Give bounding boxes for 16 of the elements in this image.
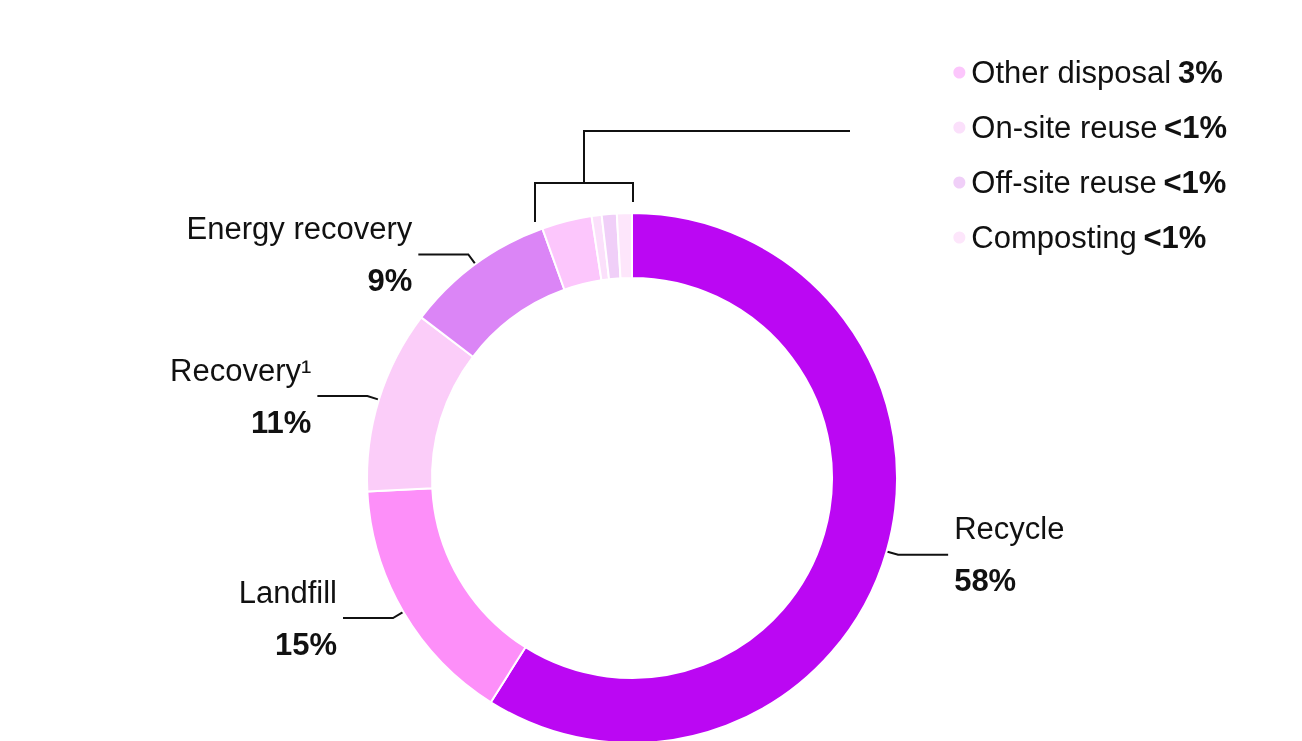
slice-label: Landfill	[238, 574, 337, 610]
data-label: 15%	[274, 626, 337, 662]
legend-label: Off-site reuse	[971, 165, 1157, 200]
slice-label: Recovery¹	[170, 352, 312, 388]
data-label: <1%	[1163, 165, 1227, 200]
data-label: 3%	[1177, 55, 1223, 90]
legend-label: On-site reuse	[971, 110, 1158, 145]
slice-label: Recycle	[954, 511, 1065, 547]
slice-label: Energy recovery	[186, 211, 413, 247]
legend-label: Composting	[971, 220, 1137, 255]
data-label: 58%	[954, 563, 1017, 599]
data-label: 9%	[367, 263, 413, 299]
data-label: <1%	[1143, 220, 1207, 255]
legend-label: Other disposal	[971, 55, 1172, 90]
data-label: 11%	[251, 404, 312, 440]
data-label: <1%	[1164, 110, 1228, 145]
